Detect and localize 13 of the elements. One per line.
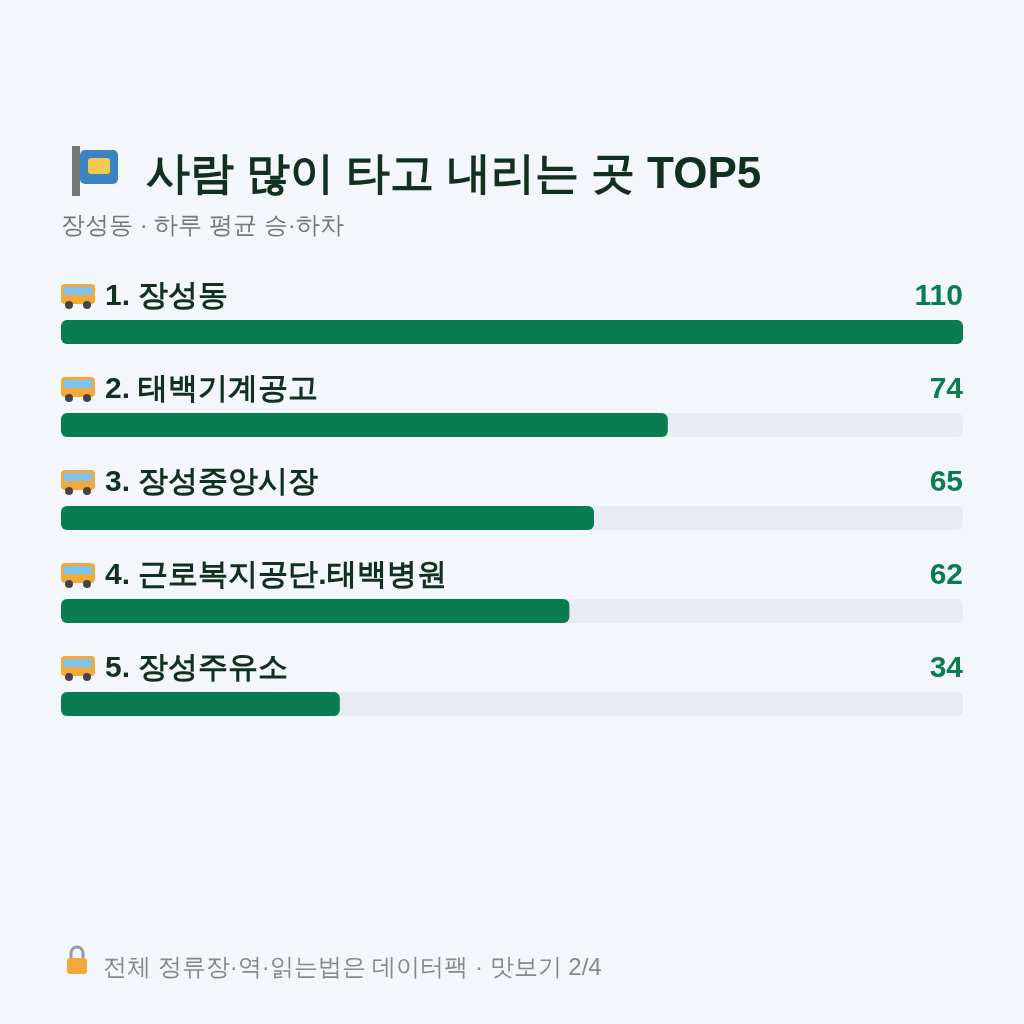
y-tick-label: 3. 장성중앙시장: [105, 464, 319, 497]
y-tick-label: 1. 장성동: [105, 278, 229, 311]
data-label: 110: [914, 278, 963, 311]
text: 전체 정류장·역·읽는법은 데이터팩 · 맛보기 2/4: [103, 953, 602, 980]
chart-subtitle: 장성동 · 하루 평균 승·하차: [61, 211, 344, 238]
chart-title: 사람 많이 타고 내리는 곳 TOP5: [146, 148, 762, 197]
y-tick-label: 4. 근로복지공단.태백병원: [105, 557, 447, 590]
data-label: 34: [929, 650, 964, 683]
data-label: 62: [929, 557, 963, 590]
data-label: 65: [929, 464, 963, 497]
data-label: 74: [929, 371, 964, 404]
y-tick-label: 2. 태백기계공고: [105, 371, 319, 404]
y-tick-label: 5. 장성주유소: [105, 650, 289, 683]
